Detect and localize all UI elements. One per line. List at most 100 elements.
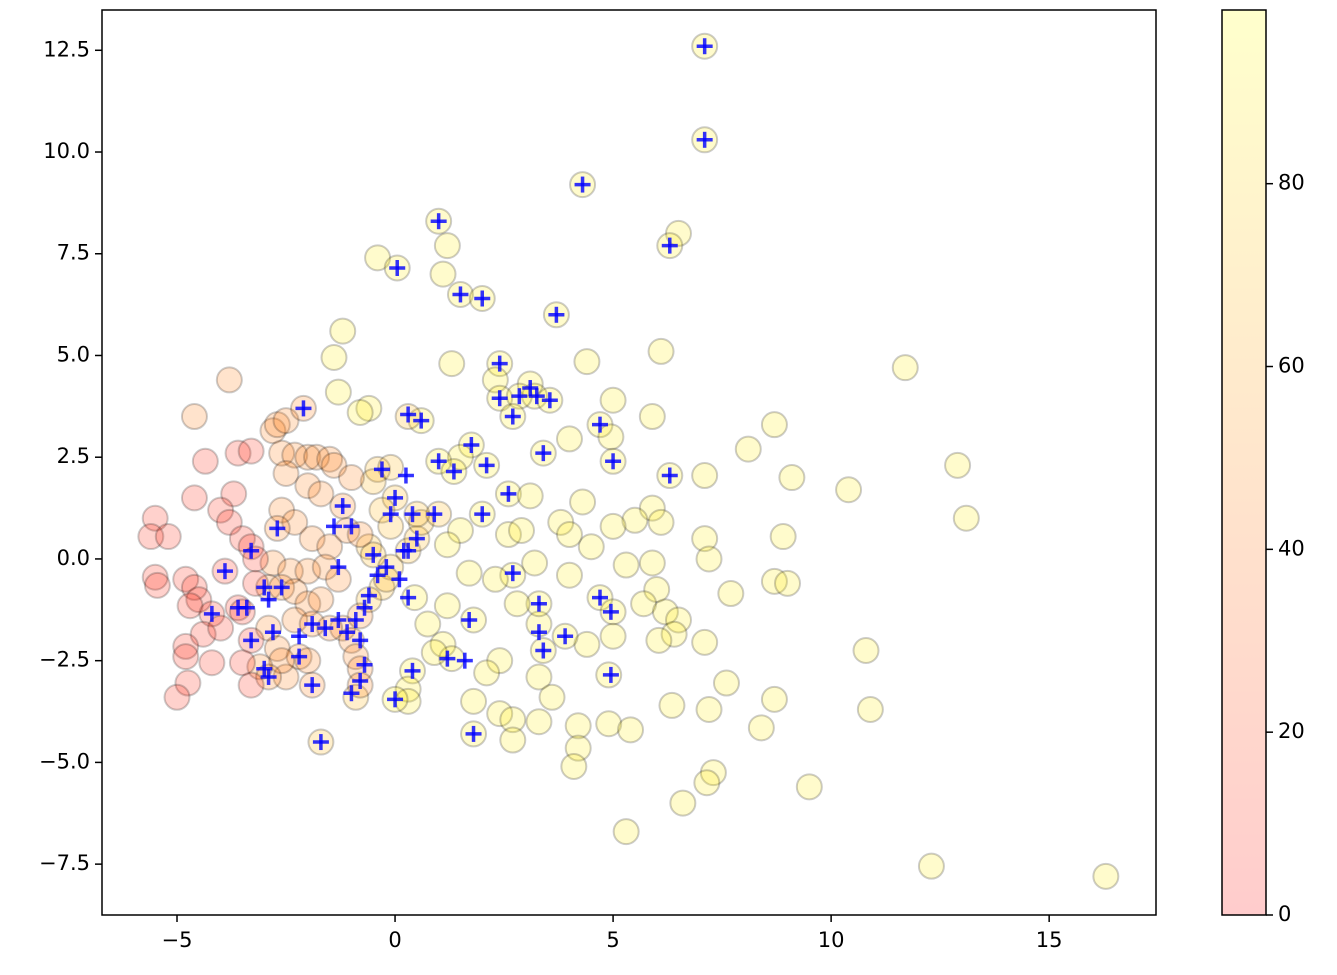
point bbox=[695, 545, 723, 573]
plus-marker bbox=[389, 259, 406, 276]
point bbox=[281, 508, 309, 536]
y-tick-label: 10.0 bbox=[43, 139, 90, 163]
plus-marker bbox=[260, 668, 277, 685]
point bbox=[255, 614, 283, 642]
plus-marker bbox=[456, 652, 473, 669]
point bbox=[174, 669, 202, 697]
point bbox=[612, 818, 640, 846]
point bbox=[691, 628, 719, 656]
point bbox=[577, 533, 605, 561]
plus-marker bbox=[317, 620, 334, 637]
plus-marker bbox=[339, 624, 356, 641]
point bbox=[259, 417, 287, 445]
plus-marker bbox=[330, 611, 347, 628]
point bbox=[294, 647, 322, 675]
plus-marker bbox=[452, 286, 469, 303]
point bbox=[486, 647, 514, 675]
point bbox=[691, 525, 719, 553]
y-tick-label: 12.5 bbox=[43, 37, 90, 61]
point bbox=[228, 525, 256, 553]
point bbox=[473, 659, 501, 687]
plus-marker bbox=[426, 506, 443, 523]
colorbar-tick-label: 20 bbox=[1278, 719, 1305, 743]
plus-marker bbox=[474, 506, 491, 523]
plus-marker bbox=[334, 498, 351, 515]
point bbox=[276, 557, 304, 585]
plus-marker bbox=[439, 650, 456, 667]
point bbox=[664, 219, 692, 247]
plus-marker bbox=[602, 603, 619, 620]
x-tick-label: 10 bbox=[818, 928, 845, 952]
plus-marker bbox=[373, 461, 390, 478]
plus-marker bbox=[400, 542, 417, 559]
point bbox=[346, 521, 374, 549]
y-tick-label: 0.0 bbox=[57, 546, 90, 570]
point bbox=[241, 545, 269, 573]
plus-marker bbox=[445, 463, 462, 480]
plus-marker bbox=[413, 412, 430, 429]
point bbox=[355, 394, 383, 422]
point bbox=[564, 734, 592, 762]
plus-marker bbox=[378, 559, 395, 576]
plus-marker bbox=[465, 725, 482, 742]
plus-marker bbox=[264, 624, 281, 641]
point bbox=[316, 533, 344, 561]
plus-marker bbox=[295, 400, 312, 417]
point bbox=[547, 508, 575, 536]
point bbox=[180, 573, 208, 601]
plus-marker bbox=[382, 506, 399, 523]
point bbox=[298, 525, 326, 553]
plus-marker bbox=[548, 306, 565, 323]
point bbox=[494, 521, 522, 549]
point bbox=[342, 683, 370, 711]
colorbar-tick-label: 80 bbox=[1278, 171, 1305, 195]
point bbox=[272, 459, 300, 487]
point bbox=[699, 759, 727, 787]
point bbox=[324, 378, 352, 406]
point bbox=[734, 435, 762, 463]
point bbox=[630, 590, 658, 618]
plus-marker bbox=[343, 518, 360, 535]
point bbox=[433, 232, 461, 260]
plus-marker bbox=[404, 506, 421, 523]
y-tick-label: −7.5 bbox=[39, 851, 90, 875]
point bbox=[163, 683, 191, 711]
plus-marker bbox=[530, 624, 547, 641]
plus-marker bbox=[592, 416, 609, 433]
point bbox=[172, 565, 200, 593]
plus-marker bbox=[397, 467, 414, 484]
plus-marker bbox=[356, 656, 373, 673]
point bbox=[259, 549, 287, 577]
point bbox=[599, 386, 627, 414]
point bbox=[516, 482, 544, 510]
point bbox=[569, 488, 597, 516]
point bbox=[760, 411, 788, 439]
x-tick-label: 15 bbox=[1036, 928, 1063, 952]
point bbox=[438, 350, 466, 378]
point bbox=[246, 653, 274, 681]
point bbox=[346, 602, 374, 630]
plus-marker bbox=[343, 685, 360, 702]
plus-marker bbox=[530, 595, 547, 612]
point bbox=[638, 494, 666, 522]
point bbox=[617, 716, 645, 744]
point bbox=[917, 852, 945, 880]
point bbox=[647, 337, 675, 365]
point bbox=[525, 663, 553, 691]
plus-marker bbox=[347, 611, 364, 628]
point bbox=[337, 464, 365, 492]
point bbox=[414, 610, 442, 638]
plus-marker bbox=[360, 587, 377, 604]
point bbox=[180, 484, 208, 512]
point bbox=[268, 439, 296, 467]
axes-frame bbox=[101, 9, 1157, 916]
point bbox=[172, 643, 200, 671]
point bbox=[778, 464, 806, 492]
plus-marker bbox=[535, 445, 552, 462]
point bbox=[198, 649, 226, 677]
point bbox=[303, 443, 331, 471]
point bbox=[294, 472, 322, 500]
point bbox=[346, 398, 374, 426]
x-tick-label: 0 bbox=[388, 928, 401, 952]
